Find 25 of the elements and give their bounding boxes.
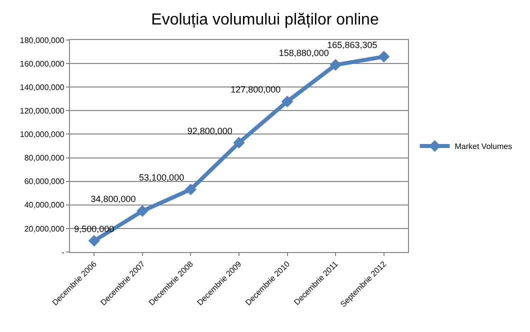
point [233, 136, 245, 149]
y-tick-label: 20,000,000 [24, 224, 65, 234]
data-label: 34,800,000 [90, 194, 136, 204]
data-label: 165,863,305 [327, 40, 378, 50]
y-tick-label: 60,000,000 [24, 177, 65, 186]
point [330, 59, 342, 71]
point [378, 50, 390, 62]
point [184, 184, 197, 196]
y-tick-label: - [62, 248, 65, 257]
point [281, 96, 294, 108]
point [136, 205, 148, 217]
y-tick-label: 180,000,000 [20, 36, 65, 45]
y-tick-label: 160,000,000 [20, 59, 65, 68]
legend-label: Market Volumes [454, 142, 512, 152]
point [88, 234, 100, 247]
data-label: 158,880,000 [278, 48, 329, 58]
y-tick-label: 120,000,000 [20, 106, 65, 116]
chart-title: Evoluția volumului plăților online [151, 11, 379, 28]
y-tick-label: 100,000,000 [20, 130, 65, 140]
data-label: 127,800,000 [230, 84, 281, 95]
y-tick-label: 40,000,000 [24, 200, 65, 210]
data-label: 53,100,000 [139, 172, 184, 183]
data-label: 92,800,000 [187, 126, 232, 136]
y-tick-label: 140,000,000 [20, 82, 65, 92]
y-tick-label: 80,000,000 [24, 154, 65, 163]
